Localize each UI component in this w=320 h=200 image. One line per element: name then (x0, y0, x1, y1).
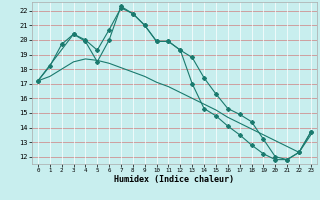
X-axis label: Humidex (Indice chaleur): Humidex (Indice chaleur) (115, 175, 234, 184)
